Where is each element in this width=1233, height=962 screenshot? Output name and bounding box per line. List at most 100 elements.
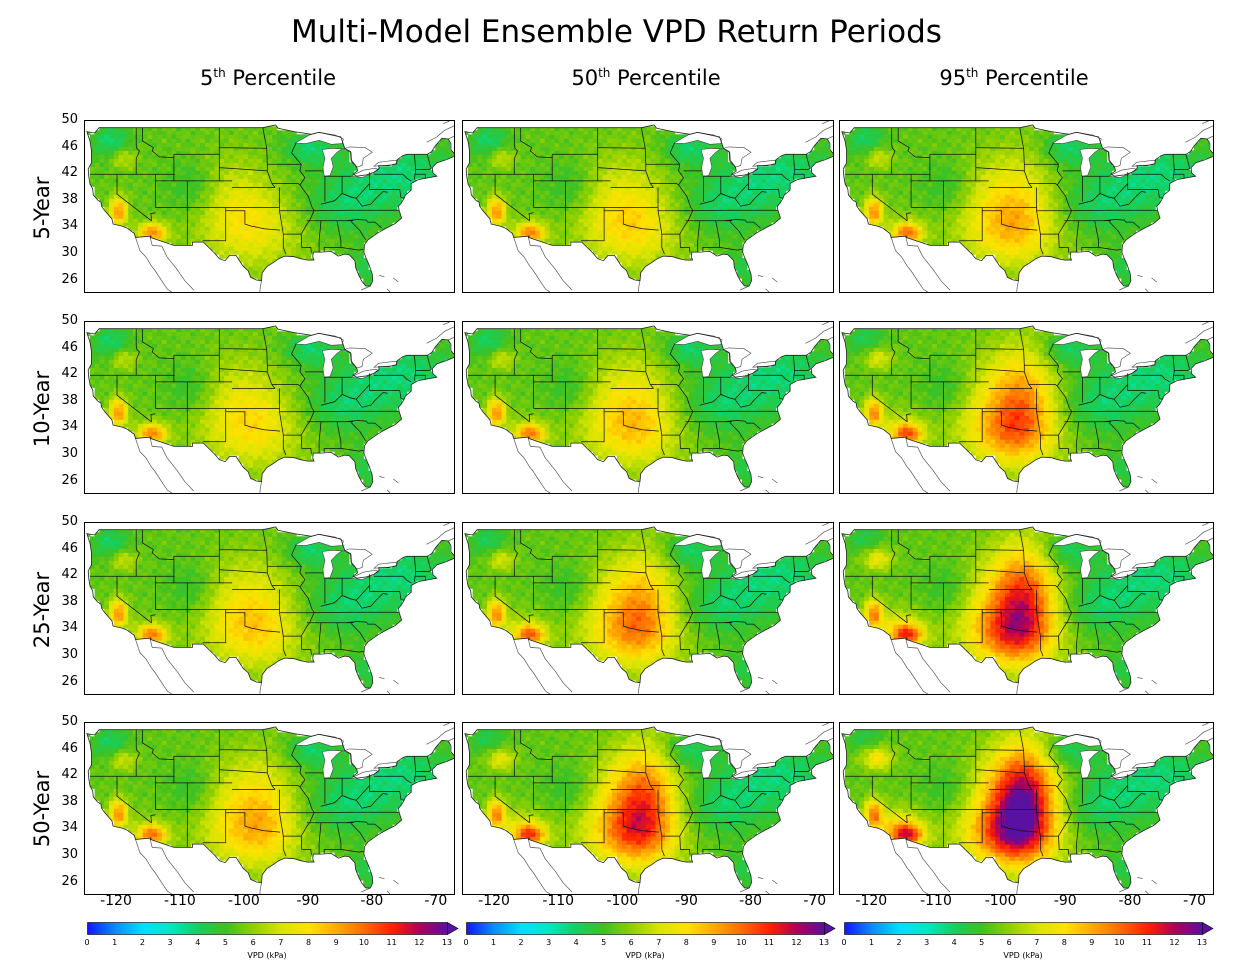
lat-tick-label: 26 bbox=[52, 874, 78, 889]
column-header-5th-percentile: 5th Percentile bbox=[118, 66, 418, 90]
colorbar-tick-label: 2 bbox=[134, 938, 150, 947]
vpd-field bbox=[841, 327, 1213, 487]
colorbar-tick-label: 0 bbox=[79, 938, 95, 947]
colorbar-tick-label: 2 bbox=[891, 938, 907, 947]
lat-tick-label: 30 bbox=[52, 245, 78, 260]
vpd-field bbox=[86, 728, 454, 888]
colorbar-tick-label: 8 bbox=[1056, 938, 1072, 947]
lat-tick-label: 26 bbox=[52, 473, 78, 488]
lat-tick-label: 38 bbox=[52, 794, 78, 809]
lat-tick-label: 34 bbox=[52, 820, 78, 835]
colorbar-tick-label: 8 bbox=[301, 938, 317, 947]
vpd-map-25-year-p50 bbox=[462, 522, 834, 695]
lat-tick-label: 26 bbox=[52, 674, 78, 689]
column-header-95th-percentile: 95th Percentile bbox=[864, 66, 1164, 90]
vpd-map-50-year-p50 bbox=[462, 722, 834, 895]
colorbar-tick-label: 3 bbox=[541, 938, 557, 947]
colorbar-tick-label: 6 bbox=[623, 938, 639, 947]
colorbar-tick-label: 10 bbox=[1111, 938, 1127, 947]
lat-tick-label: 50 bbox=[52, 714, 78, 729]
lat-tick-label: 30 bbox=[52, 647, 78, 662]
colorbar-tick-label: 4 bbox=[568, 938, 584, 947]
lon-tick-label: -90 bbox=[664, 893, 708, 909]
lon-tick-label: -100 bbox=[979, 893, 1023, 909]
lat-tick-label: 30 bbox=[52, 847, 78, 862]
lat-tick-label: 42 bbox=[52, 165, 78, 180]
vpd-map-50-year-p95 bbox=[839, 722, 1214, 895]
lat-tick-label: 46 bbox=[52, 541, 78, 556]
lat-tick-label: 50 bbox=[52, 313, 78, 328]
colorbar-tick-label: 9 bbox=[328, 938, 344, 947]
vpd-field bbox=[464, 728, 833, 888]
lat-tick-label: 38 bbox=[52, 393, 78, 408]
colorbar-tick-label: 12 bbox=[1166, 938, 1182, 947]
colorbar-tick-label: 9 bbox=[706, 938, 722, 947]
colorbar-tick-label: 3 bbox=[162, 938, 178, 947]
lon-tick-label: -120 bbox=[94, 893, 138, 909]
colorbar-tick-label: 3 bbox=[919, 938, 935, 947]
colorbar-tick-label: 12 bbox=[411, 938, 427, 947]
lon-tick-label: -80 bbox=[729, 893, 773, 909]
colorbar-label: VPD (kPa) bbox=[983, 951, 1063, 960]
lon-tick-label: -90 bbox=[286, 893, 330, 909]
colorbar-tick-label: 9 bbox=[1084, 938, 1100, 947]
lon-tick-label: -110 bbox=[536, 893, 580, 909]
column-header-50th-percentile: 50th Percentile bbox=[496, 66, 796, 90]
lat-tick-label: 34 bbox=[52, 620, 78, 635]
vpd-map-10-year-p5 bbox=[84, 321, 455, 494]
vpd-map-5-year-p50 bbox=[462, 120, 834, 293]
figure-title: Multi-Model Ensemble VPD Return Periods bbox=[0, 14, 1233, 50]
colorbar-tick-label: 11 bbox=[384, 938, 400, 947]
colorbar bbox=[844, 922, 1214, 936]
lon-tick-label: -90 bbox=[1043, 893, 1087, 909]
colorbar-tick-label: 2 bbox=[513, 938, 529, 947]
lat-tick-label: 50 bbox=[52, 514, 78, 529]
colorbar-tick-label: 7 bbox=[1029, 938, 1045, 947]
vpd-field bbox=[464, 126, 833, 286]
colorbar-tick-label: 10 bbox=[733, 938, 749, 947]
lat-tick-label: 46 bbox=[52, 741, 78, 756]
lat-tick-label: 46 bbox=[52, 139, 78, 154]
colorbar-tick-label: 7 bbox=[651, 938, 667, 947]
colorbar-tick-label: 13 bbox=[816, 938, 832, 947]
lon-tick-label: -100 bbox=[222, 893, 266, 909]
lon-tick-label: -70 bbox=[414, 893, 458, 909]
colorbar-tick-label: 10 bbox=[356, 938, 372, 947]
lat-tick-label: 42 bbox=[52, 767, 78, 782]
lon-tick-label: -110 bbox=[158, 893, 202, 909]
vpd-field bbox=[86, 528, 454, 688]
lon-tick-label: -70 bbox=[793, 893, 837, 909]
lon-tick-label: -70 bbox=[1173, 893, 1217, 909]
colorbar-tick-label: 1 bbox=[864, 938, 880, 947]
colorbar-tick-label: 5 bbox=[974, 938, 990, 947]
vpd-field bbox=[464, 528, 833, 688]
vpd-field bbox=[86, 126, 454, 286]
lon-tick-label: -80 bbox=[1108, 893, 1152, 909]
colorbar-tick-label: 1 bbox=[107, 938, 123, 947]
vpd-map-50-year-p5 bbox=[84, 722, 455, 895]
vpd-field bbox=[841, 126, 1213, 286]
colorbar-tick-label: 12 bbox=[788, 938, 804, 947]
lat-tick-label: 34 bbox=[52, 419, 78, 434]
lon-tick-label: -120 bbox=[472, 893, 516, 909]
lat-tick-label: 34 bbox=[52, 218, 78, 233]
colorbar-tick-label: 11 bbox=[1139, 938, 1155, 947]
colorbar-tick-label: 6 bbox=[1001, 938, 1017, 947]
lat-tick-label: 46 bbox=[52, 340, 78, 355]
colorbar-label: VPD (kPa) bbox=[605, 951, 685, 960]
colorbar-tick-label: 13 bbox=[1194, 938, 1210, 947]
colorbar-tick-label: 0 bbox=[836, 938, 852, 947]
vpd-field bbox=[464, 327, 833, 487]
lon-tick-label: -100 bbox=[600, 893, 644, 909]
vpd-field bbox=[841, 528, 1213, 688]
lat-tick-label: 38 bbox=[52, 594, 78, 609]
colorbar-tick-label: 0 bbox=[458, 938, 474, 947]
colorbar bbox=[466, 922, 836, 936]
vpd-map-5-year-p95 bbox=[839, 120, 1214, 293]
lat-tick-label: 30 bbox=[52, 446, 78, 461]
colorbar-tick-label: 13 bbox=[439, 938, 455, 947]
lat-tick-label: 38 bbox=[52, 192, 78, 207]
lat-tick-label: 42 bbox=[52, 567, 78, 582]
lon-tick-label: -110 bbox=[914, 893, 958, 909]
colorbar bbox=[87, 922, 459, 936]
